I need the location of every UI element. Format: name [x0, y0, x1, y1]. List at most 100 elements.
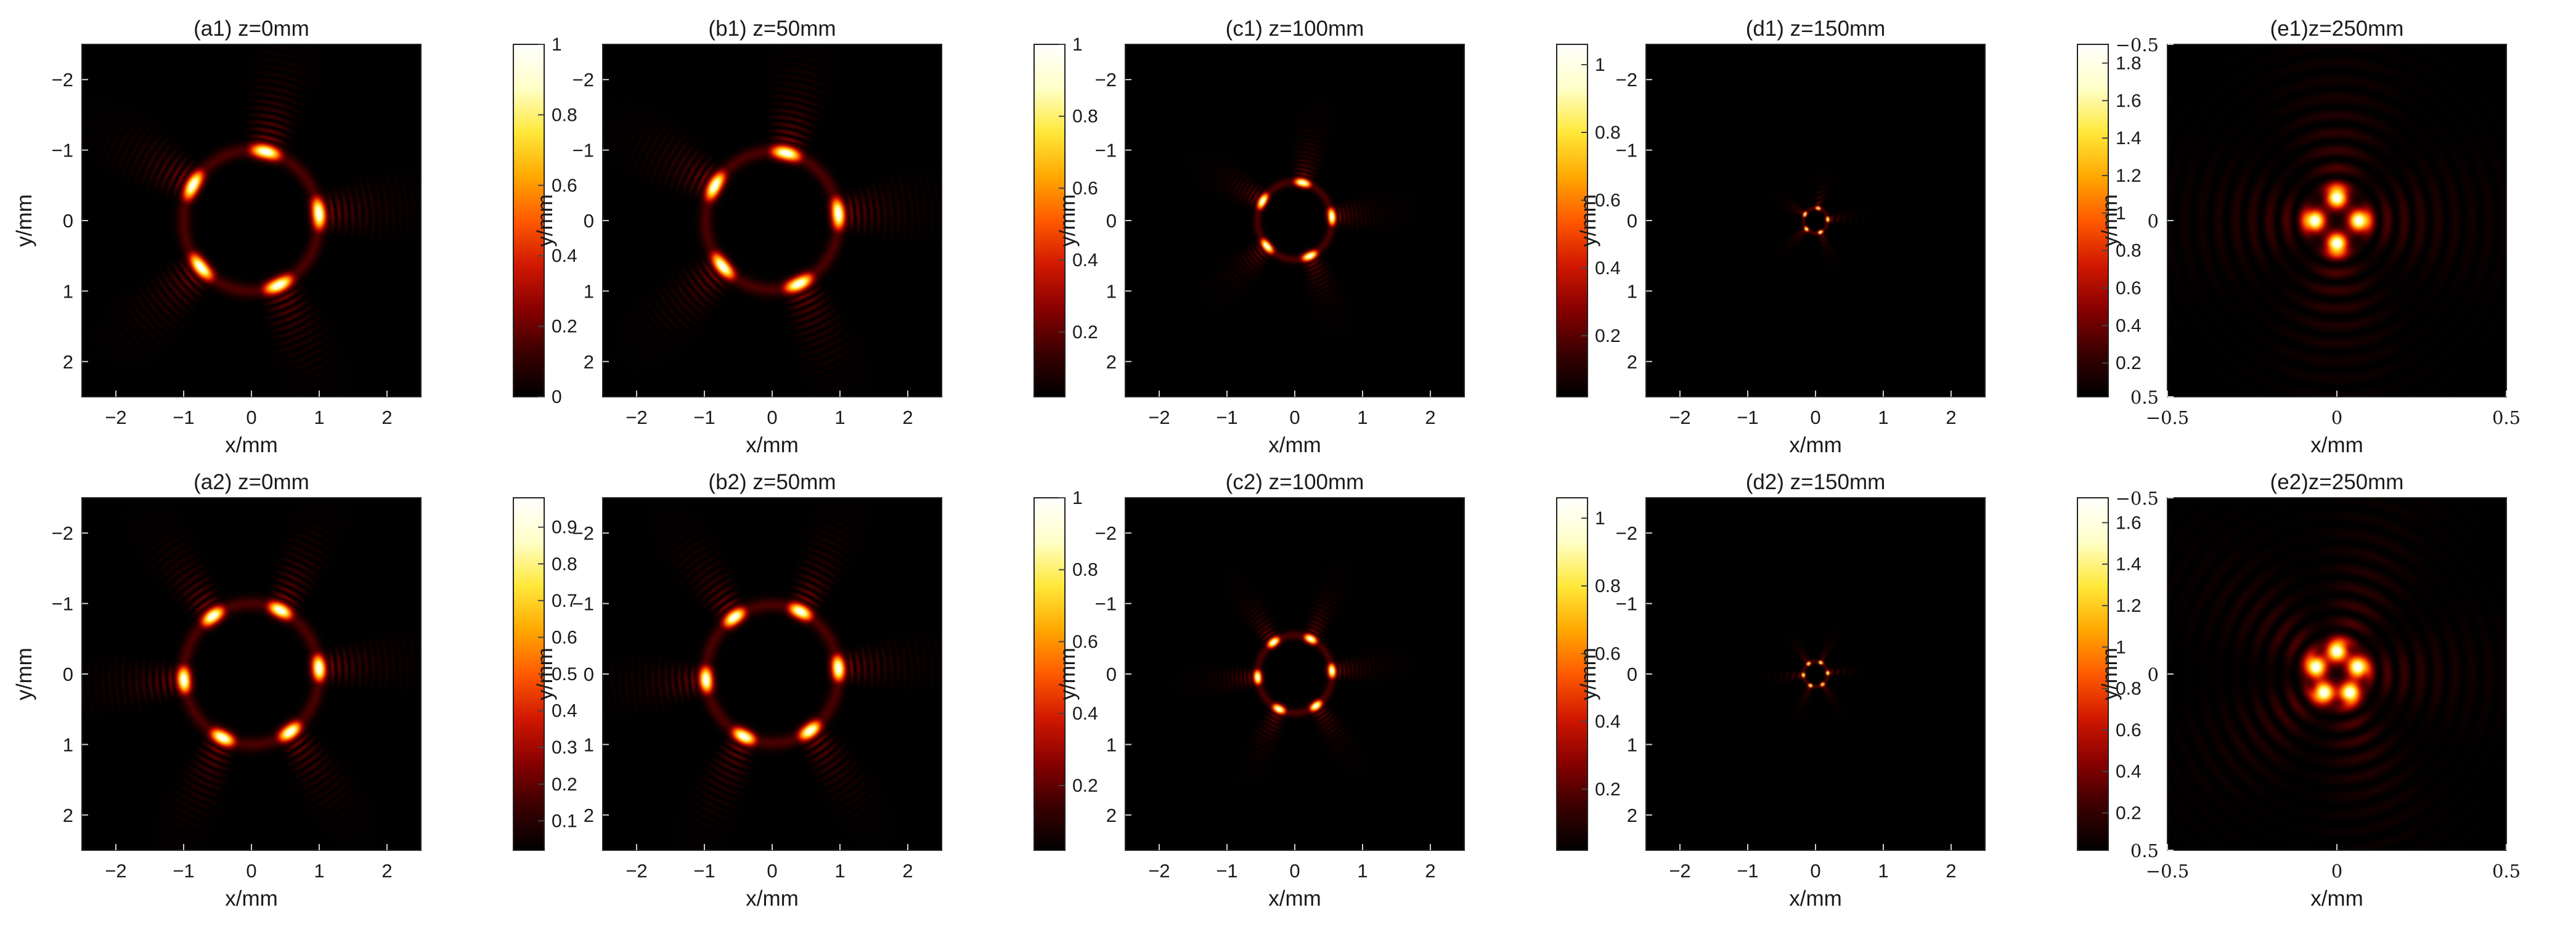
colorbar-tick-label: 1	[2116, 637, 2126, 657]
colorbar-frame	[1556, 44, 1588, 397]
panel-3: (c1) z=100mm −2 −1 0 1 2 −2 −1 0 1 2 x/mm y/mm 0.2 0.4…	[1056, 17, 1621, 457]
panel-10: (e2)z=250mm−0.500.5−0.500.5x/mmy/mm12345	[2098, 470, 2521, 911]
colorbar-frame	[2077, 44, 2109, 397]
panel-9: (d2) z=150mm −2 −1 0 1 2 −2 −1 0 1 2 x/mm y/mm 0.2 0.4…	[1576, 470, 2142, 911]
y-axis-label: y/mm	[1056, 648, 1080, 701]
y-tick-label: 0.5	[2130, 387, 2159, 408]
x-tick-label: 0	[1289, 407, 1300, 428]
heatmap-image	[1646, 498, 1985, 850]
y-tick-label: −1	[52, 140, 73, 161]
x-tick-label: 1	[834, 860, 845, 882]
heatmap-image	[2167, 44, 2506, 397]
panel-title: (a1) z=0mm	[194, 17, 309, 41]
x-tick-label: 0	[767, 860, 777, 882]
colorbar-tick-label: 0.8	[552, 105, 577, 125]
y-tick-label: 0	[1106, 210, 1117, 232]
x-tick-label: −1	[693, 407, 715, 428]
y-tick-label: −2	[52, 522, 73, 544]
colorbar-tick-label: 0.6	[552, 627, 577, 648]
colorbar-tick-label: 1.4	[2116, 554, 2142, 575]
y-tick-label: −1	[1616, 140, 1637, 161]
x-axis-label: x/mm	[2310, 433, 2363, 457]
colorbar-tick-label: 0.2	[2116, 803, 2142, 823]
colorbar-tick-label: 1	[1072, 488, 1083, 508]
colorbar-tick-label: 0.8	[552, 554, 577, 574]
y-tick-label: 0	[2148, 664, 2159, 685]
colorbar-tick-label: 1	[1595, 55, 1605, 75]
heatmap-image	[82, 498, 421, 850]
x-tick-label: 1	[834, 407, 845, 428]
colorbar-tick-label: 0.6	[552, 176, 577, 196]
panel-title: (c2) z=100mm	[1226, 470, 1364, 494]
y-axis-label: y/mm	[533, 648, 557, 701]
colorbar-tick-label: 1.6	[2116, 513, 2142, 533]
y-axis-label: y/mm	[12, 194, 36, 247]
y-tick-label: 1	[63, 734, 73, 755]
y-tick-label: 0	[584, 664, 594, 685]
panel-7: (b2) z=50mm −2 −1 0 1 2 −2 −1 0 1 2 x/mm y/mm 0.2 0.4 0…	[533, 470, 1098, 911]
x-tick-label: −1	[1216, 407, 1237, 428]
x-tick-label: −2	[105, 860, 126, 882]
x-tick-label: −2	[1148, 407, 1170, 428]
y-tick-label: −1	[1095, 593, 1117, 615]
y-tick-label: 1	[584, 734, 594, 755]
y-tick-label: 1	[63, 280, 73, 302]
panel-title: (e2)z=250mm	[2270, 470, 2404, 494]
y-tick-label: −2	[1095, 522, 1117, 544]
colorbar-tick-label: 0.2	[552, 317, 577, 337]
x-tick-label: 0	[246, 860, 256, 882]
y-tick-label: −0.5	[2116, 35, 2159, 55]
y-tick-label: −0.5	[2116, 488, 2159, 509]
y-tick-label: 1	[1106, 280, 1117, 302]
y-axis-label: y/mm	[533, 194, 557, 247]
y-tick-label: 1	[1627, 280, 1637, 302]
x-tick-label: 0	[767, 407, 777, 428]
colorbar-tick-label: 0.6	[2116, 720, 2142, 741]
heatmap-image	[2167, 498, 2506, 850]
colorbar	[2077, 44, 2108, 397]
x-tick-label: −1	[693, 860, 715, 882]
y-tick-label: −2	[52, 69, 73, 91]
x-tick-label: −2	[626, 860, 647, 882]
x-tick-label: 2	[1425, 407, 1435, 428]
heatmap-image	[1646, 44, 1985, 397]
colorbar-tick-label: 0.8	[1595, 576, 1621, 596]
y-tick-label: −1	[1095, 140, 1117, 161]
colorbar-tick-label: 1	[2116, 203, 2126, 224]
y-tick-label: 0	[1627, 210, 1637, 232]
x-tick-label: 2	[902, 860, 913, 882]
y-tick-label: 0	[2148, 211, 2159, 232]
panel-4: (d1) z=150mm −2 −1 0 1 2 −2 −1 0 1 2 x/mm y/mm 0.2 0.4…	[1576, 17, 2142, 457]
panel-title: (a2) z=0mm	[194, 470, 309, 494]
colorbar-tick-label: 0.7	[552, 591, 577, 611]
colorbar-tick-label: 0.8	[1072, 107, 1098, 127]
y-tick-label: 2	[1106, 351, 1117, 373]
y-axis-label: y/mm	[1576, 648, 1600, 701]
y-tick-label: 2	[63, 351, 73, 373]
x-axis-label: x/mm	[225, 433, 278, 457]
colorbar-tick-label: 1	[1595, 508, 1605, 529]
y-tick-label: −1	[52, 593, 73, 615]
x-tick-label: 0	[1810, 860, 1820, 882]
x-tick-label: −2	[1669, 407, 1690, 428]
colorbar-tick-label: 0.2	[1595, 779, 1621, 800]
panel-5: (e1)z=250mm−0.500.5−0.500.5x/mmy/mm12345…	[2098, 17, 2521, 457]
heatmap-image	[82, 44, 421, 397]
x-tick-label: −1	[1216, 860, 1237, 882]
x-tick-label: 0	[1810, 407, 1820, 428]
colorbar-frame	[1033, 44, 1066, 397]
colorbar-tick-label: 0.6	[1595, 190, 1621, 211]
x-tick-label: −2	[1669, 860, 1690, 882]
colorbar-tick-label: 0.8	[2116, 679, 2142, 699]
y-tick-label: 0	[1627, 664, 1637, 685]
x-axis-label: x/mm	[1268, 433, 1321, 457]
y-axis-label: y/mm	[1576, 194, 1600, 247]
y-tick-label: 2	[1627, 351, 1637, 373]
colorbar-tick-label: 0.6	[1072, 178, 1098, 198]
x-tick-label: −0.5	[2146, 861, 2189, 882]
colorbar-tick-label: 1.8	[2116, 53, 2142, 73]
x-tick-label: 2	[902, 407, 913, 428]
x-axis-label: x/mm	[1268, 887, 1321, 911]
panel-title: (b1) z=50mm	[708, 17, 836, 41]
x-tick-label: −1	[173, 860, 194, 882]
